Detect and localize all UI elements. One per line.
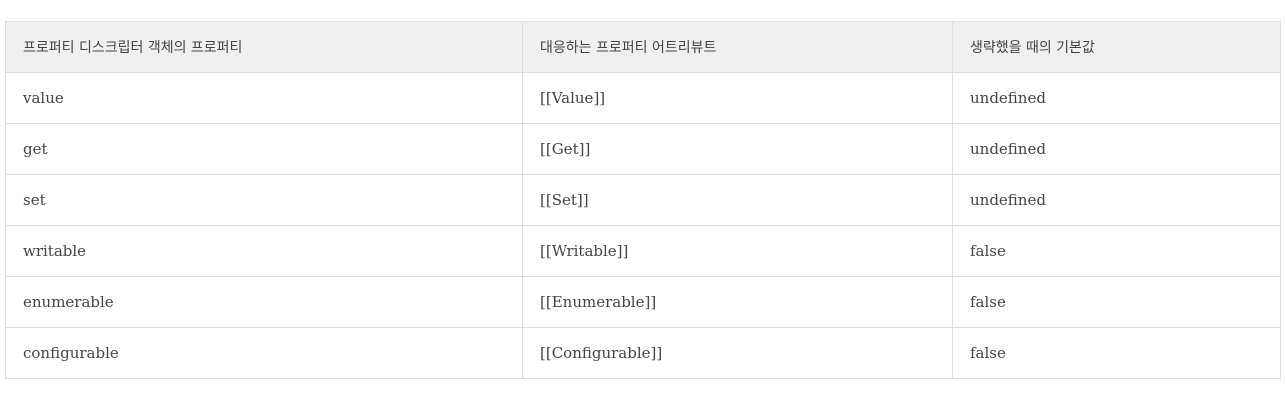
cell-descriptor-property: enumerable — [5, 276, 523, 328]
table-row: configurable [[Configurable]] false — [5, 327, 1281, 379]
cell-property-attribute: [[Value]] — [522, 72, 953, 124]
header-property-attribute: 대응하는 프로퍼티 어트리뷰트 — [522, 21, 953, 73]
cell-property-attribute: [[Writable]] — [522, 225, 953, 277]
table-row: get [[Get]] undefined — [5, 123, 1281, 175]
cell-default-value: undefined — [952, 123, 1281, 175]
table-row: enumerable [[Enumerable]] false — [5, 276, 1281, 328]
table-header-row: 프로퍼티 디스크립터 객체의 프로퍼티 대응하는 프로퍼티 어트리뷰트 생략했을… — [5, 21, 1281, 73]
cell-descriptor-property: get — [5, 123, 523, 175]
cell-default-value: false — [952, 276, 1281, 328]
cell-property-attribute: [[Get]] — [522, 123, 953, 175]
cell-property-attribute: [[Configurable]] — [522, 327, 953, 379]
table-row: writable [[Writable]] false — [5, 225, 1281, 277]
cell-descriptor-property: set — [5, 174, 523, 226]
table-row: set [[Set]] undefined — [5, 174, 1281, 226]
cell-default-value: false — [952, 327, 1281, 379]
cell-default-value: undefined — [952, 72, 1281, 124]
cell-default-value: false — [952, 225, 1281, 277]
header-descriptor-property: 프로퍼티 디스크립터 객체의 프로퍼티 — [5, 21, 523, 73]
cell-property-attribute: [[Enumerable]] — [522, 276, 953, 328]
header-default-value: 생략했을 때의 기본값 — [952, 21, 1281, 73]
cell-descriptor-property: value — [5, 72, 523, 124]
cell-descriptor-property: configurable — [5, 327, 523, 379]
property-descriptor-table-container: 프로퍼티 디스크립터 객체의 프로퍼티 대응하는 프로퍼티 어트리뷰트 생략했을… — [5, 21, 1281, 379]
property-descriptor-table: 프로퍼티 디스크립터 객체의 프로퍼티 대응하는 프로퍼티 어트리뷰트 생략했을… — [5, 21, 1281, 379]
cell-descriptor-property: writable — [5, 225, 523, 277]
table-row: value [[Value]] undefined — [5, 72, 1281, 124]
cell-property-attribute: [[Set]] — [522, 174, 953, 226]
cell-default-value: undefined — [952, 174, 1281, 226]
